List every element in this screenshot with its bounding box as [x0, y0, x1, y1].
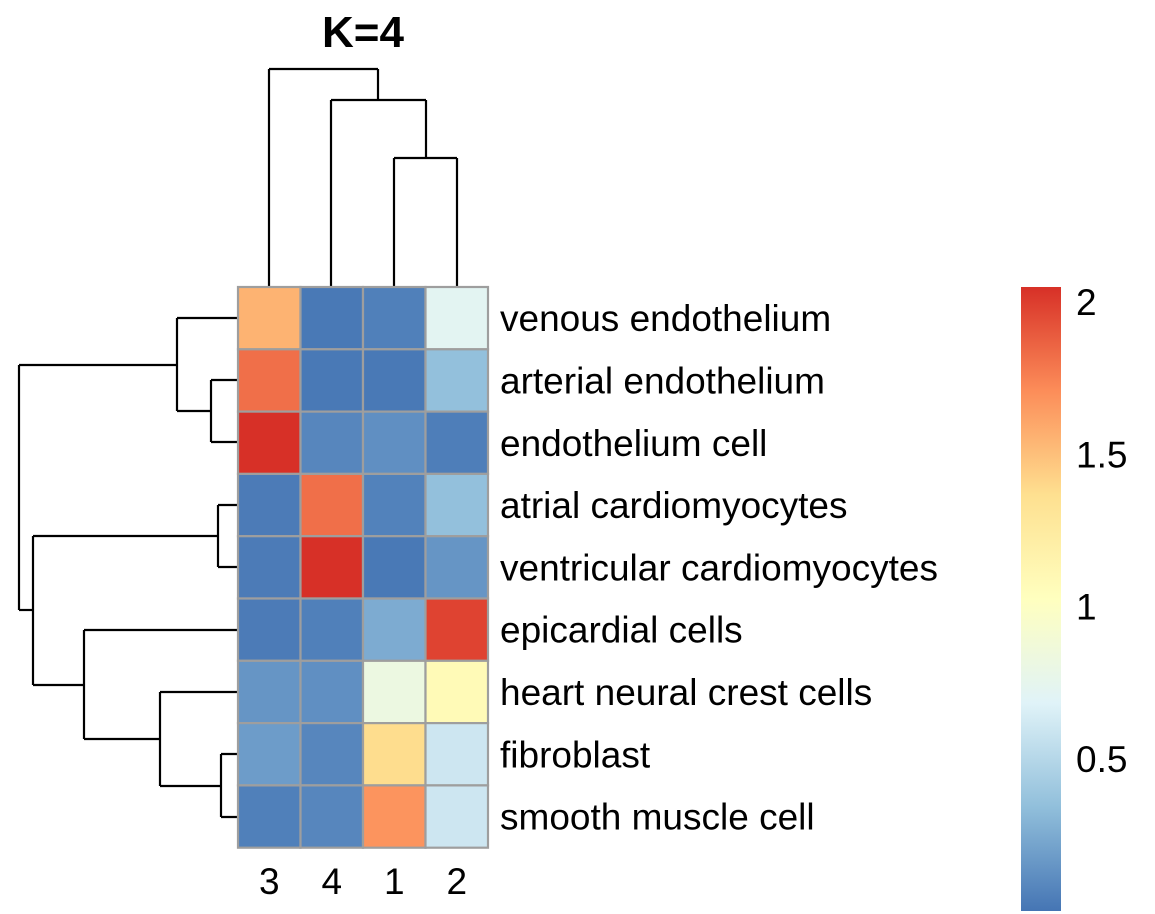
- legend-tick-label: 0.5: [1076, 739, 1127, 780]
- column-dendrogram: [267, 67, 459, 287]
- heatmap-cell: [236, 285, 302, 351]
- heatmap-cell: [236, 721, 302, 787]
- chart-title: K=4: [322, 8, 404, 57]
- column-label: 1: [384, 861, 405, 902]
- heatmap-cell: [361, 784, 427, 849]
- heatmap-cell: [424, 597, 490, 662]
- heatmap-cell: [361, 535, 427, 600]
- row-label: endothelium cell: [500, 423, 767, 464]
- heatmap-cell: [299, 348, 365, 413]
- legend-tick-label: 1.5: [1076, 434, 1127, 475]
- heatmap-cell: [424, 784, 490, 849]
- heatmap-cell: [299, 285, 365, 351]
- row-label: venous endothelium: [500, 298, 831, 339]
- heatmap-cell: [299, 597, 365, 662]
- heatmap-cell: [299, 535, 365, 600]
- row-dendrogram: [17, 316, 238, 819]
- legend-tick-label: 1: [1076, 587, 1097, 628]
- heatmap-cell: [236, 410, 302, 476]
- heatmap-cell: [424, 410, 490, 476]
- heatmap-cell: [361, 659, 427, 725]
- heatmap-cell: [361, 410, 427, 476]
- heatmap-cell: [236, 659, 302, 725]
- heatmap-cell: [361, 348, 427, 413]
- row-label: ventricular cardiomyocytes: [500, 547, 938, 588]
- row-labels: venous endothelium arterial endothelium en…: [500, 298, 938, 837]
- heatmap-cell: [361, 472, 427, 538]
- heatmap-cells: [236, 285, 490, 849]
- column-label: 3: [259, 861, 280, 902]
- heatmap-cell: [424, 285, 490, 351]
- heatmap-cell: [236, 472, 302, 538]
- heatmap-cell: [361, 721, 427, 787]
- row-label: epicardial cells: [500, 610, 743, 651]
- color-legend: 0.5 1 1.5 2: [1021, 282, 1127, 911]
- heatmap-cell: [424, 659, 490, 725]
- row-label: smooth muscle cell: [500, 797, 815, 838]
- heatmap-cell: [236, 784, 302, 849]
- heatmap-cell: [424, 348, 490, 413]
- column-label: 4: [321, 861, 342, 902]
- legend-color-bar: [1021, 287, 1061, 911]
- column-label: 2: [446, 861, 467, 902]
- row-label: arterial endothelium: [500, 360, 825, 401]
- heatmap-cell: [299, 472, 365, 538]
- heatmap-cell: [424, 472, 490, 538]
- heatmap-cell: [424, 535, 490, 600]
- heatmap-cell: [236, 597, 302, 662]
- heatmap-cell: [361, 285, 427, 351]
- legend-tick-label: 2: [1076, 282, 1097, 323]
- heatmap-cell: [299, 784, 365, 849]
- heatmap-cell: [299, 410, 365, 476]
- heatmap-cell: [236, 535, 302, 600]
- row-label: atrial cardiomyocytes: [500, 485, 848, 526]
- row-label: heart neural crest cells: [500, 672, 872, 713]
- heatmap-cell: [299, 721, 365, 787]
- heatmap-cell: [361, 597, 427, 662]
- heatmap-cell: [236, 348, 302, 413]
- heatmap-cell: [299, 659, 365, 725]
- heatmap-cell: [424, 721, 490, 787]
- row-label: fibroblast: [500, 734, 651, 775]
